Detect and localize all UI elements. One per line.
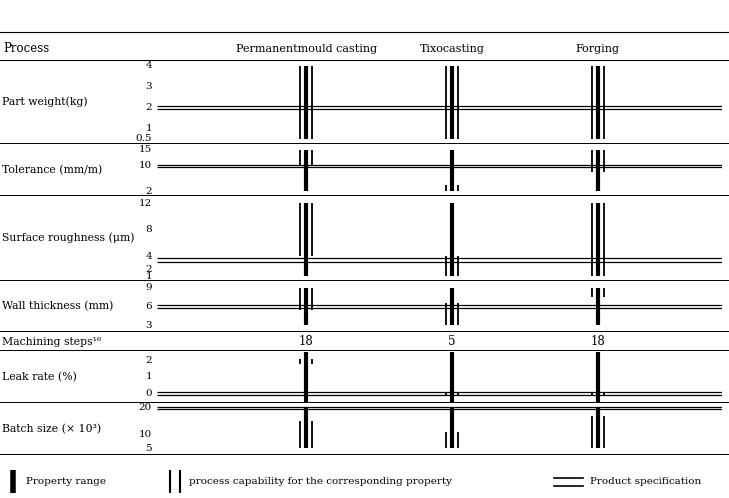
Text: Wall thickness (mm): Wall thickness (mm) bbox=[1, 301, 113, 312]
Text: 20: 20 bbox=[139, 403, 152, 412]
Text: Tixocasting: Tixocasting bbox=[420, 44, 484, 54]
Text: Leak rate (%): Leak rate (%) bbox=[1, 372, 77, 382]
Text: Forging: Forging bbox=[576, 44, 620, 54]
Text: 2: 2 bbox=[145, 187, 152, 196]
Text: Part weight(kg): Part weight(kg) bbox=[1, 96, 87, 107]
Text: 1: 1 bbox=[145, 124, 152, 133]
Text: Product specification: Product specification bbox=[590, 477, 702, 487]
Text: Batch size (× 10³): Batch size (× 10³) bbox=[1, 424, 101, 434]
Text: 12: 12 bbox=[139, 199, 152, 208]
Text: 18: 18 bbox=[299, 335, 313, 348]
Text: 6: 6 bbox=[145, 302, 152, 311]
Text: 8: 8 bbox=[145, 225, 152, 235]
Text: 10: 10 bbox=[139, 430, 152, 439]
Text: 18: 18 bbox=[590, 335, 605, 348]
Text: 10: 10 bbox=[139, 161, 152, 170]
Text: Permanentmould casting: Permanentmould casting bbox=[235, 44, 377, 54]
Text: Surface roughness (μm): Surface roughness (μm) bbox=[1, 233, 134, 244]
Text: Tolerance (mm/m): Tolerance (mm/m) bbox=[1, 164, 102, 175]
Text: 5: 5 bbox=[145, 444, 152, 453]
Text: 0: 0 bbox=[145, 389, 152, 398]
Text: 2: 2 bbox=[145, 103, 152, 112]
Text: 3: 3 bbox=[145, 82, 152, 91]
Text: 4: 4 bbox=[145, 61, 152, 71]
Text: 15: 15 bbox=[139, 145, 152, 154]
Text: 4: 4 bbox=[145, 252, 152, 261]
Text: Machining steps¹⁶: Machining steps¹⁶ bbox=[1, 337, 101, 347]
Text: 2: 2 bbox=[145, 265, 152, 274]
Text: 1: 1 bbox=[145, 373, 152, 381]
Text: 0.5: 0.5 bbox=[136, 134, 152, 143]
Text: 5: 5 bbox=[448, 335, 456, 348]
Text: 9: 9 bbox=[145, 283, 152, 292]
Text: Property range: Property range bbox=[26, 477, 106, 487]
Text: Process: Process bbox=[4, 42, 50, 55]
Text: 1: 1 bbox=[145, 272, 152, 281]
Text: process capability for the corresponding property: process capability for the corresponding… bbox=[189, 477, 452, 487]
Text: 3: 3 bbox=[145, 321, 152, 330]
Text: 2: 2 bbox=[145, 356, 152, 365]
